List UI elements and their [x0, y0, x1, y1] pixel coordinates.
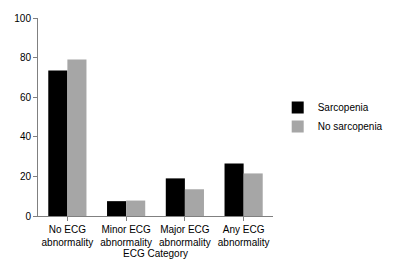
svg-text:Any ECGabnormality: Any ECGabnormality: [218, 224, 270, 248]
svg-text:Minor ECGabnormality: Minor ECGabnormality: [100, 224, 152, 248]
svg-text:No ECGabnormality: No ECGabnormality: [42, 224, 94, 248]
svg-text:80: 80: [20, 52, 32, 63]
svg-text:60: 60: [20, 92, 32, 103]
svg-text:ECG Category: ECG Category: [123, 248, 188, 259]
svg-text:Sarcopenia: Sarcopenia: [318, 102, 369, 113]
svg-text:0: 0: [25, 211, 31, 222]
svg-text:No sarcopenia: No sarcopenia: [318, 121, 383, 132]
svg-text:Major ECGabnormality: Major ECGabnormality: [159, 224, 211, 248]
svg-text:100: 100: [14, 13, 31, 24]
svg-text:20: 20: [20, 171, 32, 182]
svg-text:40: 40: [20, 131, 32, 142]
